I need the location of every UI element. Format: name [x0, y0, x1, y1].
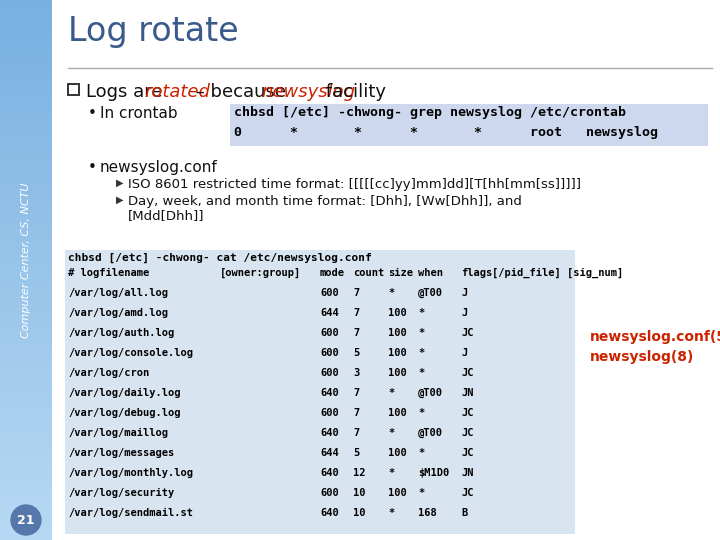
Bar	[0, 265, 52, 271]
Bar	[0, 173, 52, 179]
Text: /var/log/auth.log: /var/log/auth.log	[68, 328, 174, 338]
Text: 7: 7	[353, 328, 359, 338]
Bar	[0, 518, 52, 525]
Text: 100: 100	[388, 408, 407, 418]
Text: 640: 640	[320, 388, 338, 398]
Bar	[0, 421, 52, 428]
Bar	[0, 243, 52, 249]
Bar	[0, 313, 52, 320]
Bar	[0, 297, 52, 303]
Text: size: size	[388, 268, 413, 278]
Text: 640: 640	[320, 428, 338, 438]
Bar	[0, 319, 52, 325]
Text: JC: JC	[461, 448, 474, 458]
Bar	[0, 508, 52, 514]
Bar	[0, 11, 52, 17]
Bar	[0, 292, 52, 298]
Bar	[0, 92, 52, 98]
Bar	[0, 529, 52, 536]
Bar	[0, 81, 52, 87]
Text: •: •	[88, 160, 97, 175]
Text: JC: JC	[461, 408, 474, 418]
Bar	[0, 400, 52, 406]
Text: 600: 600	[320, 348, 338, 358]
Text: 5: 5	[353, 348, 359, 358]
Text: /var/log/messages: /var/log/messages	[68, 448, 174, 458]
Text: /var/log/security: /var/log/security	[68, 488, 174, 498]
Text: $M1D0: $M1D0	[418, 468, 449, 478]
Text: 600: 600	[320, 328, 338, 338]
Bar	[0, 157, 52, 163]
Text: 10: 10	[353, 488, 366, 498]
Bar	[0, 437, 52, 444]
Text: newsyslog.conf(5)
newsyslog(8): newsyslog.conf(5) newsyslog(8)	[590, 330, 720, 363]
Text: 600: 600	[320, 368, 338, 378]
Bar	[0, 481, 52, 487]
Bar	[0, 146, 52, 152]
Bar	[65, 250, 575, 534]
Text: 3: 3	[353, 368, 359, 378]
Bar	[0, 76, 52, 82]
Bar	[0, 329, 52, 336]
Bar	[0, 178, 52, 185]
Bar	[0, 502, 52, 509]
Text: *: *	[418, 408, 424, 418]
Text: /var/log/monthly.log: /var/log/monthly.log	[68, 468, 193, 478]
Text: @T00: @T00	[418, 388, 443, 398]
Text: /var/log/cron: /var/log/cron	[68, 368, 149, 378]
Text: *: *	[418, 488, 424, 498]
Bar	[0, 281, 52, 287]
Text: •: •	[88, 106, 97, 121]
Text: *: *	[388, 468, 395, 478]
Bar	[0, 238, 52, 244]
Text: [Mdd[Dhh]]: [Mdd[Dhh]]	[128, 209, 204, 222]
Bar	[0, 389, 52, 395]
Text: In crontab: In crontab	[100, 106, 178, 121]
Text: 600: 600	[320, 488, 338, 498]
Text: 7: 7	[353, 308, 359, 318]
Bar	[230, 104, 708, 146]
Bar	[0, 340, 52, 347]
Text: 100: 100	[388, 328, 407, 338]
Bar	[0, 22, 52, 28]
Bar	[0, 286, 52, 293]
Bar	[0, 216, 52, 222]
Bar	[0, 362, 52, 368]
Text: newsyslog: newsyslog	[261, 83, 356, 101]
Text: /var/log/all.log: /var/log/all.log	[68, 288, 168, 298]
Bar	[0, 416, 52, 422]
Text: ▶: ▶	[116, 178, 124, 188]
Text: chbsd [/etc] -chwong- cat /etc/newsyslog.conf: chbsd [/etc] -chwong- cat /etc/newsyslog…	[68, 253, 372, 263]
Bar	[0, 513, 52, 519]
Text: [owner:group]: [owner:group]	[220, 268, 301, 278]
Bar	[0, 184, 52, 190]
Text: J: J	[461, 348, 467, 358]
Text: JC: JC	[461, 428, 474, 438]
Bar	[0, 70, 52, 77]
Bar	[0, 454, 52, 460]
Bar	[0, 535, 52, 540]
Bar	[0, 351, 52, 357]
Bar	[0, 464, 52, 471]
Bar	[0, 32, 52, 39]
Bar	[0, 394, 52, 401]
Text: *: *	[418, 368, 424, 378]
Text: JC: JC	[461, 368, 474, 378]
Text: 12: 12	[353, 468, 366, 478]
Bar	[68, 84, 79, 95]
Text: 7: 7	[353, 288, 359, 298]
Text: B: B	[461, 508, 467, 518]
Bar	[0, 232, 52, 239]
Text: /var/log/daily.log: /var/log/daily.log	[68, 388, 181, 398]
Bar	[0, 259, 52, 266]
Text: J: J	[461, 288, 467, 298]
Text: 600: 600	[320, 288, 338, 298]
Text: rotated: rotated	[145, 83, 210, 101]
Text: 168: 168	[418, 508, 437, 518]
Bar	[0, 86, 52, 93]
Text: mode: mode	[320, 268, 345, 278]
Text: JC: JC	[461, 488, 474, 498]
Bar	[0, 16, 52, 23]
Bar	[0, 308, 52, 314]
Bar	[0, 194, 52, 201]
